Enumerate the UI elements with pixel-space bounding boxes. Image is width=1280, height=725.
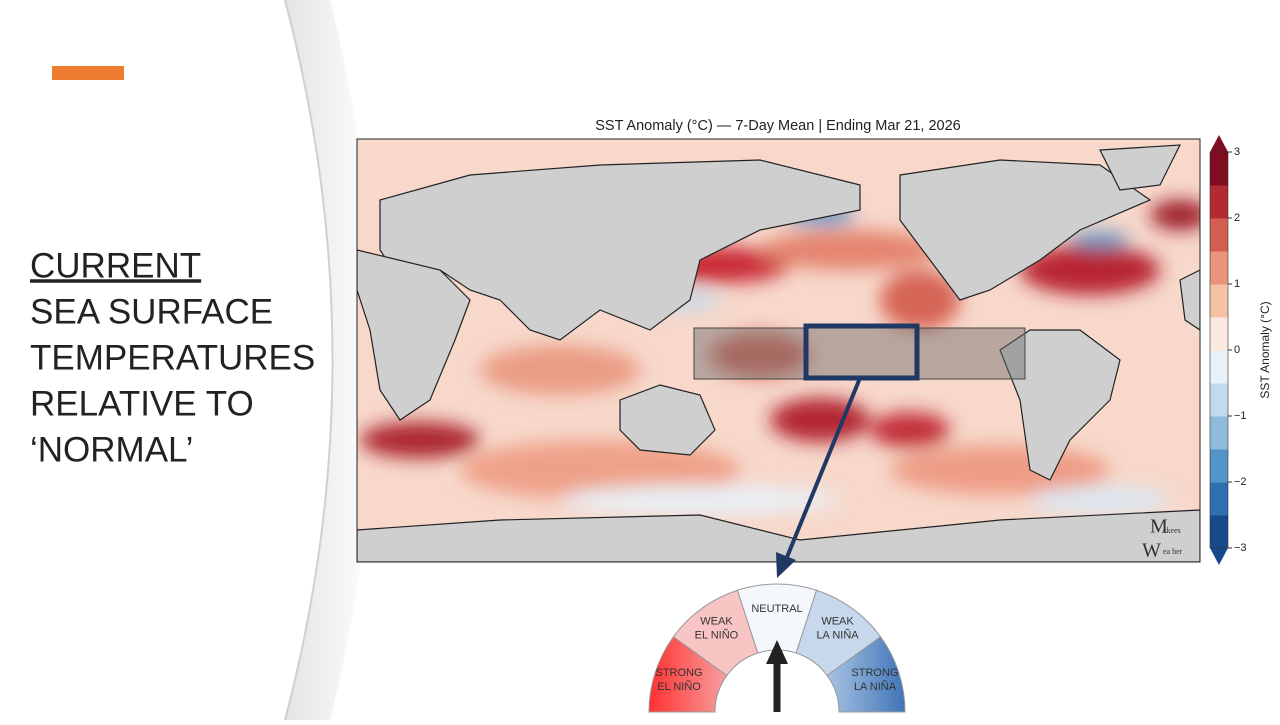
- gauge-needle-head: [766, 640, 788, 664]
- colorbar: 3 2 1 0 −1 −2 −3: [1209, 135, 1247, 565]
- colorbar-segment: [1210, 152, 1228, 186]
- slide-curve-edge: [284, 0, 334, 721]
- colorbar-segment: [1210, 350, 1228, 384]
- accent-bar: [52, 66, 124, 80]
- colorbar-segment: [1210, 515, 1228, 549]
- colorbar-tick-label: −2: [1234, 476, 1247, 488]
- watermark-text: M: [1150, 516, 1168, 538]
- colorbar-segment: [1210, 383, 1228, 417]
- nino34-box: [803, 323, 920, 381]
- colorbar-segment: [1210, 284, 1228, 318]
- arrow-head: [776, 552, 796, 578]
- colorbar-segment: [1210, 218, 1228, 252]
- gauge-sector: [826, 636, 906, 713]
- colorbar-max: [1210, 135, 1228, 152]
- arrow-line: [783, 377, 862, 563]
- gauge-label: WEAK: [700, 616, 733, 628]
- colorbar-segment: [1210, 482, 1228, 516]
- heading-line: SEA SURFACE: [30, 292, 273, 331]
- continents: [357, 144, 1200, 562]
- colorbar-tick-label: 1: [1234, 278, 1240, 290]
- gauge-label: LA NIÑA: [816, 629, 859, 642]
- colorbar-min: [1210, 548, 1228, 565]
- heading: CURRENT SEA SURFACE TEMPERATURES RELATIVE T…: [30, 246, 315, 469]
- gauge-label: STRONG: [851, 667, 898, 679]
- colorbar-segment: [1210, 317, 1228, 351]
- colorbar-label: SST Anomaly (°C): [1258, 301, 1272, 398]
- heading-line: RELATIVE TO: [30, 384, 254, 423]
- watermark-text: W: [1142, 540, 1161, 562]
- heading-line: ‘NORMAL’: [30, 430, 193, 469]
- gauge-label: EL NIÑO: [657, 680, 701, 693]
- gauge-label: NEUTRAL: [751, 603, 802, 615]
- colorbar-tick-label: 0: [1234, 344, 1240, 356]
- gauge-label: WEAK: [821, 616, 854, 628]
- colorbar-segment: [1210, 449, 1228, 483]
- watermark-text: ckees: [1163, 526, 1181, 535]
- colorbar-segment: [1210, 416, 1228, 450]
- colorbar-tick-label: −3: [1234, 542, 1247, 554]
- slide-curve: [285, 0, 375, 720]
- map: [357, 139, 1200, 562]
- colorbar-segment: [1210, 185, 1228, 219]
- map-title: SST Anomaly (°C) — 7-Day Mean | Ending M…: [595, 118, 961, 134]
- gauge-label: EL NIÑO: [695, 629, 739, 642]
- colorbar-tick-label: 2: [1234, 212, 1240, 224]
- colorbar-segment: [1210, 251, 1228, 285]
- colorbar-tick-label: 3: [1234, 146, 1240, 158]
- colorbar-tick-label: −1: [1234, 410, 1247, 422]
- nino-region: [693, 327, 1026, 380]
- heading-line: TEMPERATURES: [30, 338, 315, 377]
- watermark-text: ea her: [1163, 547, 1183, 556]
- heading-line: CURRENT: [30, 246, 201, 285]
- gauge-label: STRONG: [656, 667, 703, 679]
- gauge-label: LA NIÑA: [854, 680, 897, 693]
